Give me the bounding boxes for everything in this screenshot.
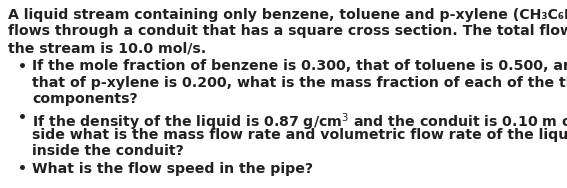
Text: •: • bbox=[18, 111, 27, 125]
Text: What is the flow speed in the pipe?: What is the flow speed in the pipe? bbox=[32, 162, 313, 177]
Text: side what is the mass flow rate and volumetric flow rate of the liquid: side what is the mass flow rate and volu… bbox=[32, 127, 567, 142]
Text: If the mole fraction of benzene is 0.300, that of toluene is 0.500, and: If the mole fraction of benzene is 0.300… bbox=[32, 59, 567, 74]
Text: A liquid stream containing only benzene, toluene and p-xylene (CH₃C₆H₄CH₃): A liquid stream containing only benzene,… bbox=[8, 8, 567, 22]
Text: components?: components? bbox=[32, 92, 138, 106]
Text: •: • bbox=[18, 162, 27, 177]
Text: •: • bbox=[18, 59, 27, 74]
Text: flows through a conduit that has a square cross section. The total flow rate of: flows through a conduit that has a squar… bbox=[8, 24, 567, 39]
Text: inside the conduit?: inside the conduit? bbox=[32, 144, 184, 158]
Text: that of p-xylene is 0.200, what is the mass fraction of each of the three: that of p-xylene is 0.200, what is the m… bbox=[32, 76, 567, 90]
Text: the stream is 10.0 mol/s.: the stream is 10.0 mol/s. bbox=[8, 41, 206, 55]
Text: If the density of the liquid is 0.87 g/cm$^{3}$ and the conduit is 0.10 m on a: If the density of the liquid is 0.87 g/c… bbox=[32, 111, 567, 133]
